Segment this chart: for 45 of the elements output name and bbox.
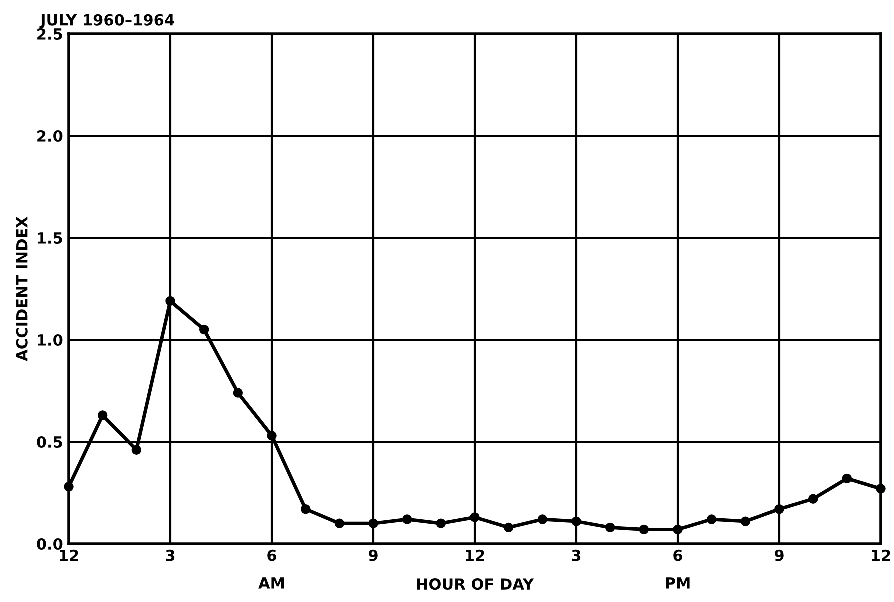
x-tick-label: 12: [60, 550, 78, 562]
point: [132, 445, 142, 456]
x-tick-label: 6: [674, 550, 682, 562]
x-tick-label: 9: [368, 550, 378, 562]
point: [64, 482, 74, 492]
point: [808, 494, 818, 504]
point: [673, 524, 683, 535]
x-axis-title: HOUR OF DAY: [417, 578, 534, 590]
y-axis-title: ACCIDENT INDEX: [16, 216, 28, 362]
point: [402, 514, 412, 524]
point: [233, 388, 244, 398]
text: PM: [666, 578, 690, 589]
point: [538, 514, 548, 524]
point: [470, 512, 480, 522]
y-tick-label: 1.0: [38, 334, 63, 346]
point: [572, 516, 582, 526]
x-tick-label: 12: [466, 550, 484, 562]
point: [706, 514, 717, 524]
y-tick-label: 0.0: [37, 538, 63, 550]
point: [436, 518, 446, 528]
point: [842, 474, 852, 484]
point: [605, 522, 616, 533]
chart-title: JULY 1960–1964: [40, 14, 174, 29]
x-tick-label: 3: [572, 550, 581, 562]
text: AM: [258, 578, 284, 589]
y-tick-label: 0.5: [37, 436, 62, 448]
x-tick-label: 6: [268, 550, 276, 562]
point: [774, 504, 784, 514]
point: [267, 431, 277, 441]
point: [740, 516, 751, 526]
x-tick-label: 12: [872, 550, 890, 562]
y-tick-label: 2.0: [38, 130, 63, 142]
point: [504, 522, 514, 533]
y-tick-label: 2.5: [38, 28, 62, 40]
point: [334, 518, 345, 528]
point: [166, 296, 176, 306]
point: [639, 524, 650, 535]
x-tick-label: 9: [774, 550, 784, 562]
y-tick-label: 1.5: [38, 232, 62, 244]
x-tick-label: 3: [166, 550, 175, 562]
point: [98, 410, 108, 420]
point: [876, 484, 886, 494]
point: [199, 324, 210, 335]
point: [300, 504, 311, 514]
point: [368, 518, 378, 528]
